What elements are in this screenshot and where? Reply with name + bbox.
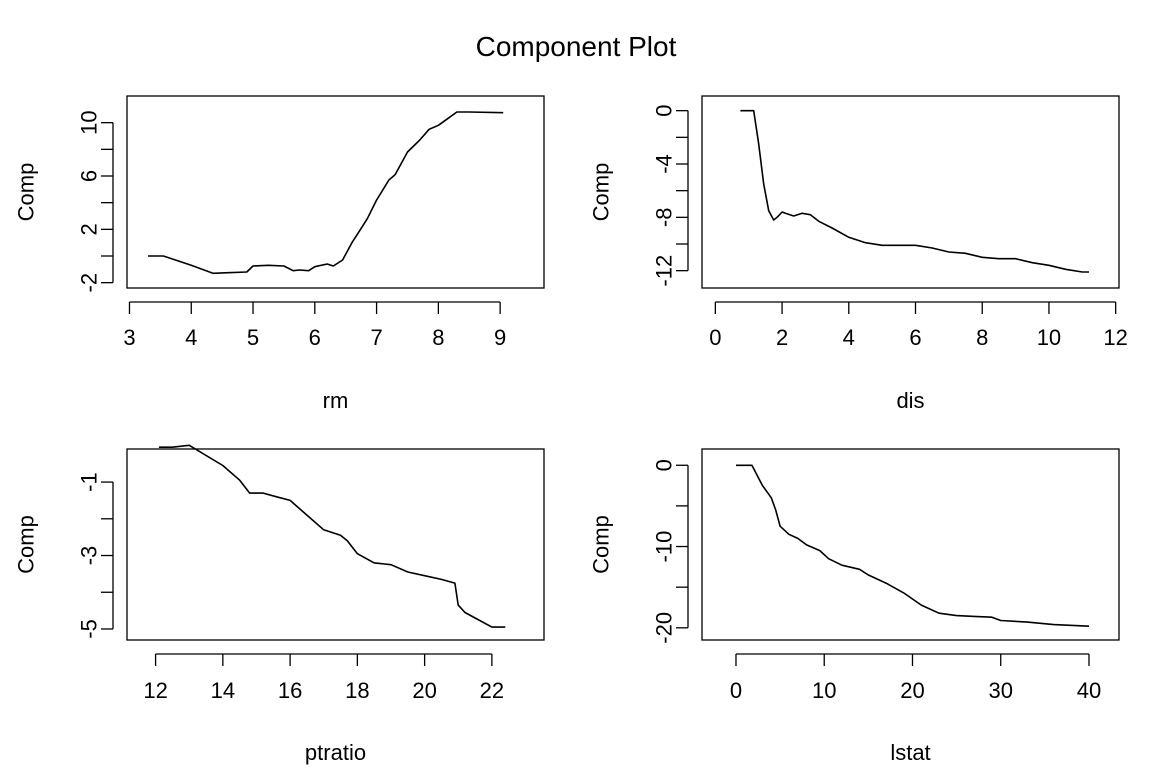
x-tick-label: 6 <box>309 325 321 350</box>
panel-rm: 3 4 5 6 7 8 9 -2 2 6 10 rm Comp <box>14 95 545 413</box>
x-tick-label: 3 <box>123 325 135 350</box>
x-tick-label: 12 <box>1103 325 1127 350</box>
series-line <box>740 109 1089 273</box>
x-tick-label: 22 <box>480 678 504 703</box>
y-tick-label: 2 <box>77 223 102 235</box>
x-tick-label: 16 <box>278 678 302 703</box>
y-tick-label: -5 <box>77 619 102 639</box>
y-axis-label: Comp <box>14 515 39 574</box>
panel-lstat: 0 10 20 30 40 0 -10 -20 lstat Comp <box>589 448 1120 765</box>
x-tick-label: 8 <box>976 325 988 350</box>
x-tick-label: 7 <box>370 325 382 350</box>
y-tick-label: -4 <box>652 154 677 174</box>
y-tick-label: 6 <box>77 170 102 182</box>
x-tick-label: 40 <box>1077 678 1101 703</box>
x-tick-label: 0 <box>730 678 742 703</box>
x-tick-label: 8 <box>432 325 444 350</box>
x-tick-label: 4 <box>843 325 855 350</box>
plot-frame <box>126 95 545 289</box>
panel-ptratio: 12 14 16 18 20 22 -1 -3 -5 ptratio Comp <box>14 444 545 765</box>
x-tick-label: 10 <box>1037 325 1061 350</box>
x-tick-label: 18 <box>345 678 369 703</box>
y-tick-label: -1 <box>77 472 102 492</box>
x-axis-label: dis <box>896 388 924 413</box>
y-tick-label: -8 <box>652 208 677 228</box>
y-tick-label: 0 <box>652 459 677 471</box>
x-axis-label: lstat <box>890 740 930 765</box>
panel-dis: 0 2 4 6 8 10 12 0 -4 -8 -12 dis Comp <box>589 95 1128 413</box>
y-tick-label: -3 <box>77 546 102 566</box>
y-tick-label: 0 <box>652 105 677 117</box>
y-tick-label: -2 <box>77 273 102 293</box>
x-tick-label: 20 <box>900 678 924 703</box>
x-tick-label: 4 <box>185 325 197 350</box>
x-tick-label: 0 <box>709 325 721 350</box>
y-tick-label: -10 <box>652 531 677 563</box>
y-axis-label: Comp <box>589 515 614 574</box>
y-tick-label: 10 <box>77 110 102 134</box>
x-tick-label: 6 <box>909 325 921 350</box>
x-tick-label: 9 <box>494 325 506 350</box>
x-tick-label: 14 <box>211 678 235 703</box>
x-axis-label: rm <box>323 388 349 413</box>
figure-title: Component Plot <box>476 31 677 62</box>
x-tick-label: 12 <box>143 678 167 703</box>
x-tick-label: 30 <box>988 678 1012 703</box>
series-line <box>148 111 504 275</box>
x-axis-label: ptratio <box>305 740 366 765</box>
x-tick-label: 20 <box>412 678 436 703</box>
x-tick-label: 10 <box>812 678 836 703</box>
y-tick-label: -20 <box>652 612 677 644</box>
plot-frame <box>701 448 1120 641</box>
series-line <box>736 464 1090 627</box>
x-tick-label: 5 <box>247 325 259 350</box>
y-axis-label: Comp <box>14 163 39 222</box>
series-line <box>158 444 506 628</box>
plot-frame <box>701 95 1120 289</box>
y-tick-label: -12 <box>652 255 677 287</box>
x-tick-label: 2 <box>776 325 788 350</box>
plot-frame <box>126 448 545 641</box>
y-axis-label: Comp <box>589 163 614 222</box>
